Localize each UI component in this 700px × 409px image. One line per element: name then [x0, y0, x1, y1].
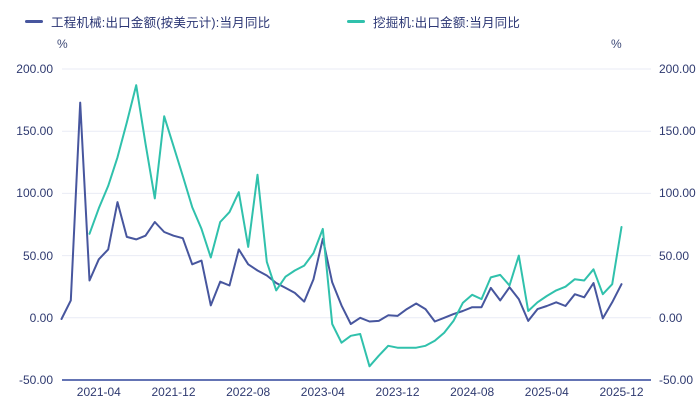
y-tick-label-right: 0.00	[659, 310, 683, 325]
right-axis-unit-label: %	[611, 37, 622, 51]
y-tick-label-left: 200.00	[16, 62, 53, 76]
y-tick-label-left: 50.00	[22, 248, 53, 263]
x-tick-label: 2025-12	[599, 385, 644, 399]
y-tick-label-left: 100.00	[16, 186, 53, 201]
y-tick-label-left: -50.00	[18, 373, 53, 387]
y-tick-label-right: 100.00	[659, 186, 696, 201]
machinery-line-swatch-icon	[25, 20, 43, 23]
y-tick-label-right: 150.00	[659, 124, 696, 139]
y-tick-label-right: -50.00	[659, 373, 694, 387]
x-tick-label: 2021-04	[76, 385, 121, 399]
legend-item-machinery[interactable]: 工程机械:出口金额(按美元计):当月同比	[25, 12, 270, 31]
x-tick-label: 2023-04	[300, 385, 345, 399]
y-tick-label-right: 50.00	[659, 248, 690, 263]
left-axis-unit-label: %	[57, 37, 68, 51]
x-tick-label: 2022-08	[226, 385, 271, 399]
legend-label-machinery: 工程机械:出口金额(按美元计):当月同比	[51, 16, 271, 30]
x-tick-label: 2023-12	[375, 385, 420, 399]
y-tick-label-left: 0.00	[29, 310, 53, 325]
x-tick-label: 2024-08	[450, 385, 495, 399]
excavator-line-swatch-icon	[347, 20, 365, 23]
y-tick-label-left: 150.00	[16, 124, 53, 139]
x-tick-label: 2025-04	[524, 385, 569, 399]
legend-label-excavator: 挖掘机:出口金额:当月同比	[373, 16, 521, 30]
machinery-series-line	[60, 101, 623, 325]
y-tick-label-right: 200.00	[659, 62, 696, 76]
excavator-series-line	[88, 84, 623, 368]
x-tick-label: 2021-12	[151, 385, 196, 399]
legend-item-excavator[interactable]: 挖掘机:出口金额:当月同比	[347, 12, 520, 31]
